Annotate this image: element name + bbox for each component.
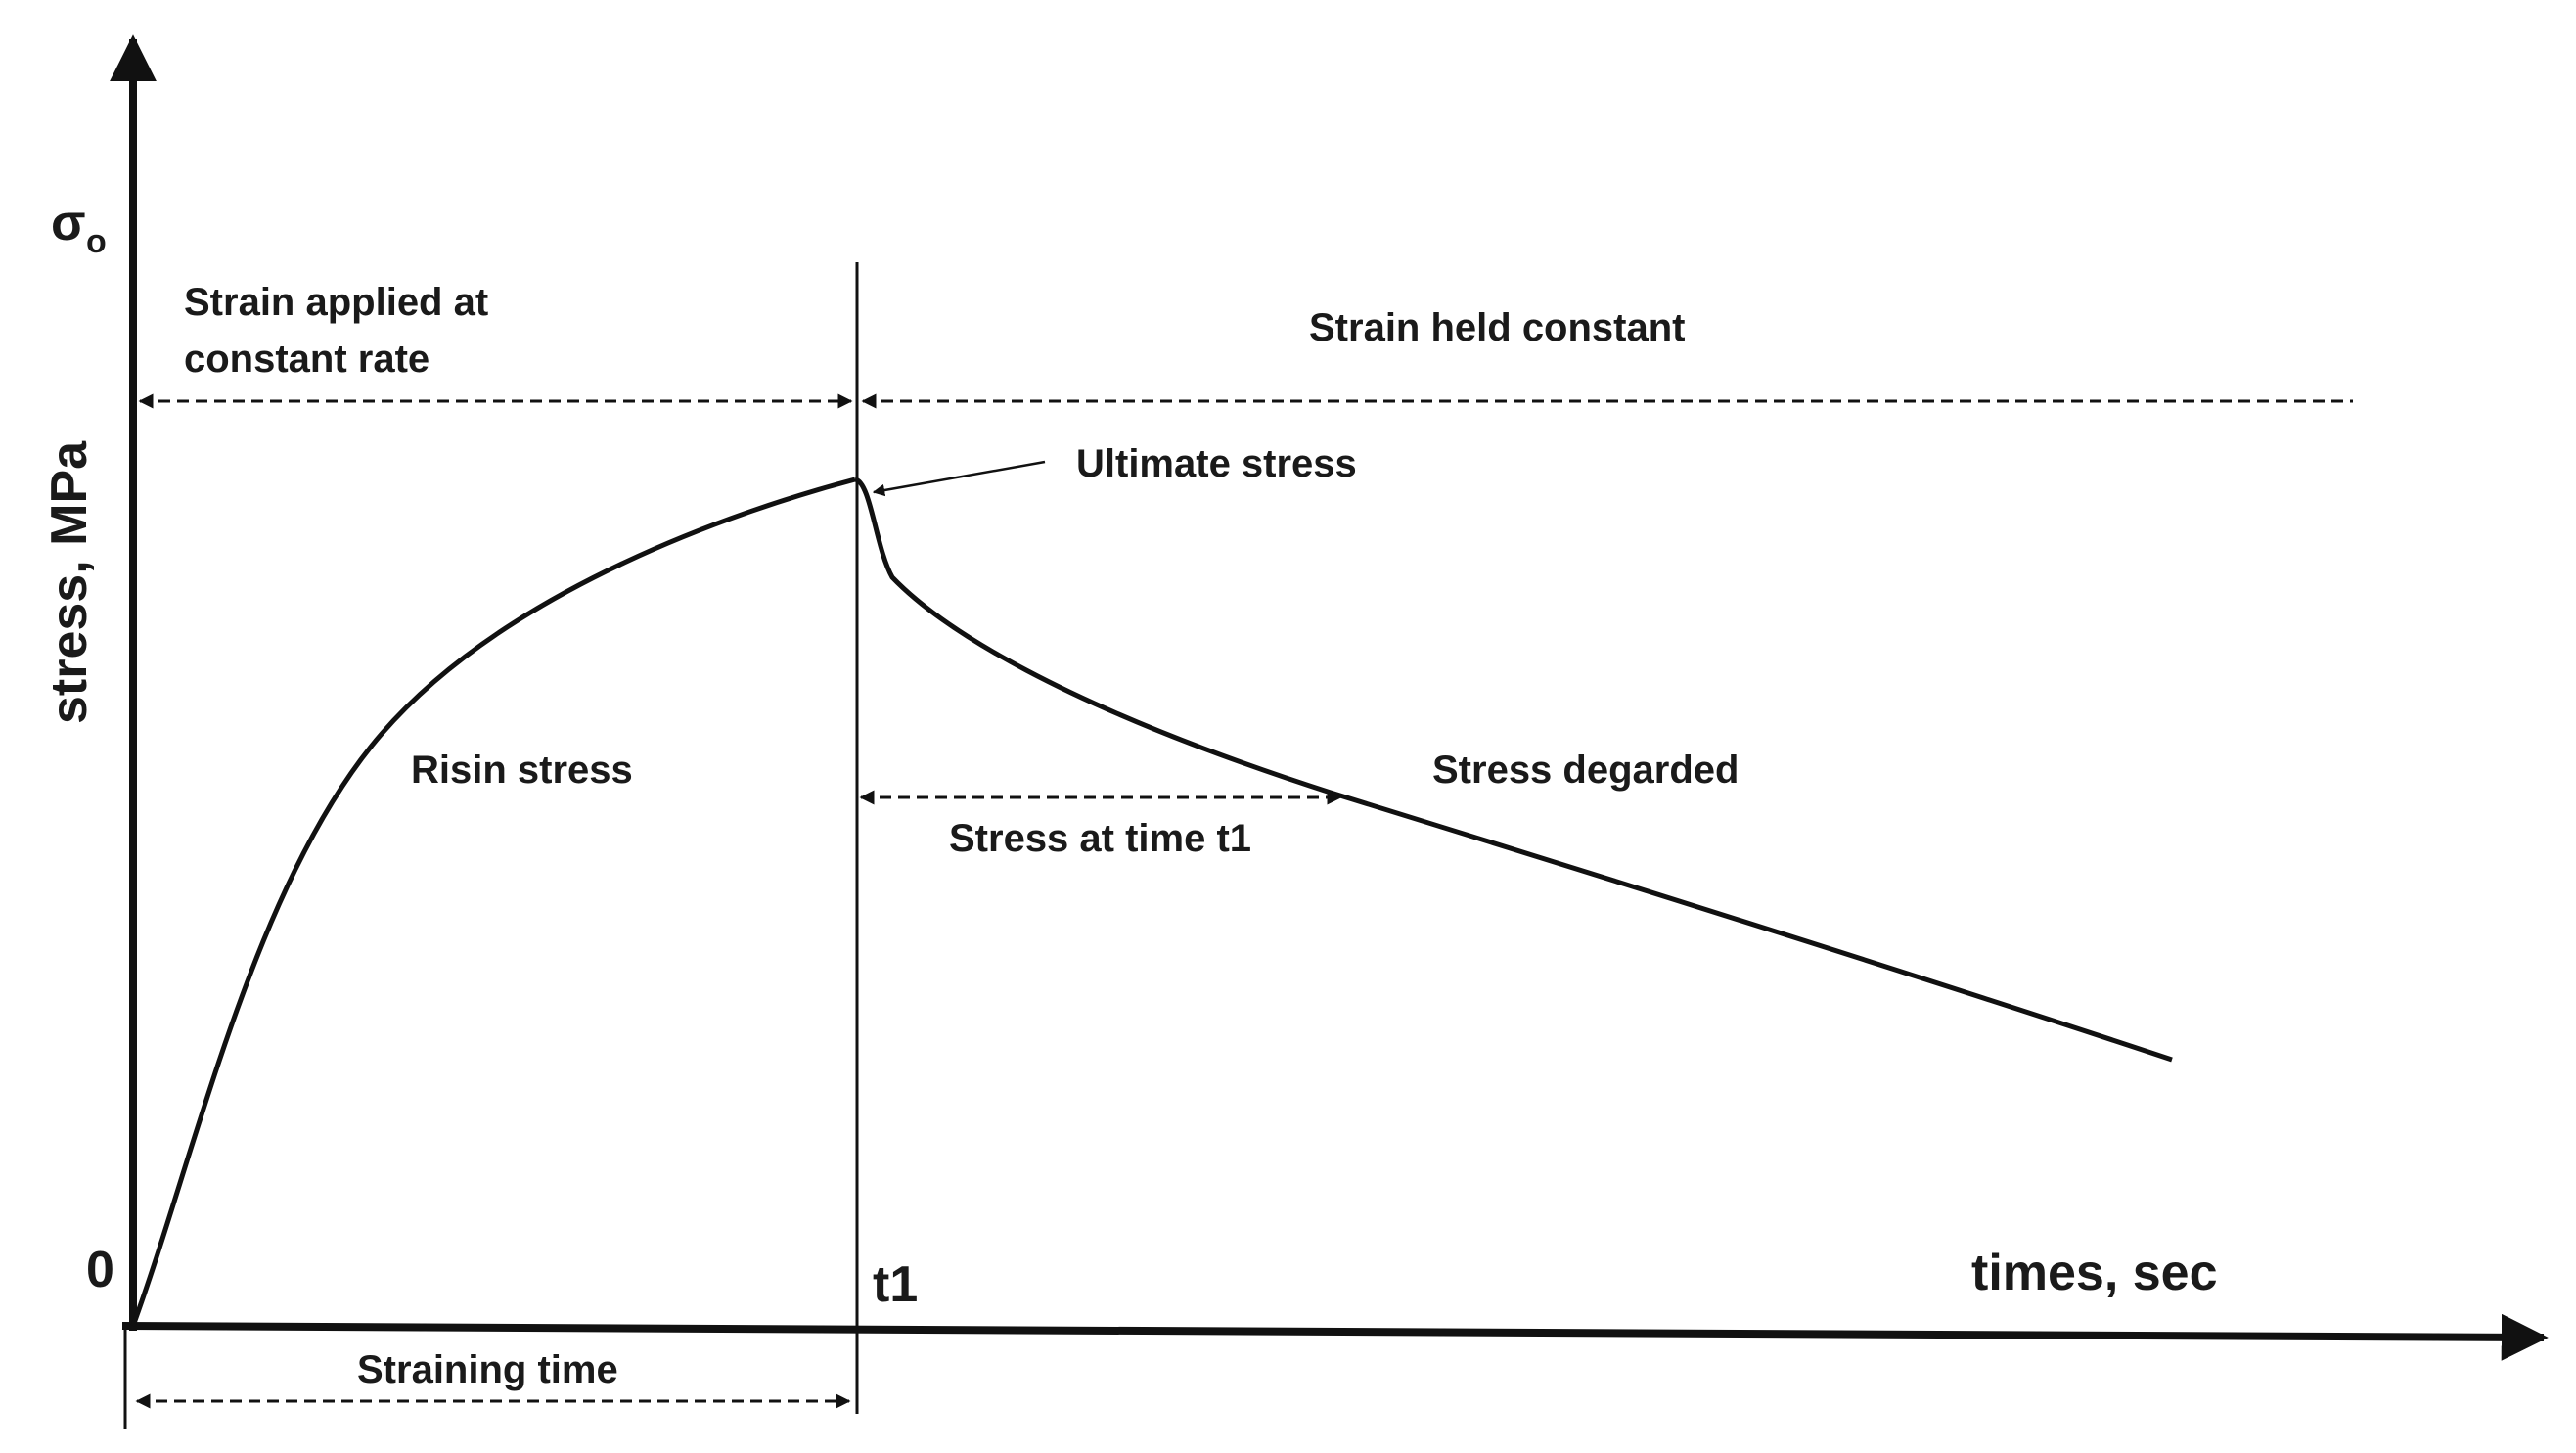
y-axis-label: stress, MPa bbox=[41, 440, 98, 724]
rising-stress-curve bbox=[130, 477, 856, 1327]
x-axis-label: times, sec bbox=[1971, 1245, 2218, 1301]
y-axis-symbol-subscript: o bbox=[86, 223, 107, 260]
falling-stress-curve bbox=[853, 477, 2173, 1063]
straining-time-label: Straining time bbox=[357, 1348, 618, 1391]
y-axis-symbol: σ bbox=[51, 195, 86, 251]
strain-applied-label-line1: Strain applied at bbox=[184, 281, 488, 324]
strain-applied-label-line2: constant rate bbox=[184, 338, 429, 381]
t1-axis-label: t1 bbox=[873, 1256, 918, 1313]
ultimate-stress-pointer bbox=[872, 460, 1046, 497]
stress-degraded-label: Stress degarded bbox=[1432, 749, 1739, 792]
origin-label: 0 bbox=[86, 1242, 114, 1298]
x-axis bbox=[121, 1313, 2549, 1361]
rising-stress-label: Risin stress bbox=[411, 749, 633, 792]
stress-at-t1-label: Stress at time t1 bbox=[949, 817, 1251, 860]
ultimate-stress-label: Ultimate stress bbox=[1076, 442, 1357, 485]
strain-held-label: Strain held constant bbox=[1309, 306, 1686, 349]
